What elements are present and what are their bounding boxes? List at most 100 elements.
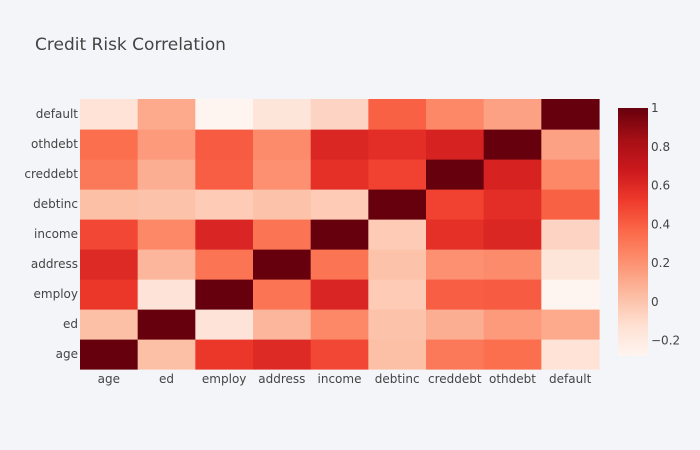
heatmap-cell-ed-age [80,309,139,340]
heatmap-cell-employ-ed [137,279,196,310]
chart-title: Credit Risk Correlation [35,35,226,55]
heatmap-cell-debtinc-address [253,189,312,220]
y-tick-label: address [31,257,78,271]
heatmap-cell-othdebt-othdebt [483,129,542,160]
heatmap-cell-debtinc-income [310,189,369,220]
heatmap-cell-othdebt-debtinc [368,129,427,160]
heatmap-cell-income-creddebt [426,219,485,250]
heatmap-cell-address-default [541,249,600,280]
heatmap-cell-address-income [310,249,369,280]
heatmap-cell-address-age [80,249,139,280]
x-tick-label: address [258,372,305,386]
heatmap-cell-default-debtinc [368,99,427,130]
heatmap-cell-othdebt-income [310,129,369,160]
heatmap-cell-age-income [310,339,369,370]
heatmap-cell-creddebt-creddebt [426,159,485,190]
heatmap-cell-debtinc-age [80,189,139,220]
y-tick-label: employ [34,287,78,301]
heatmap-cell-income-default [541,219,600,250]
x-tick-label: income [318,372,362,386]
x-tick-label: ed [159,372,174,386]
heatmap-cell-income-othdebt [483,219,542,250]
heatmap-cell-employ-employ [195,279,254,310]
heatmap-cell-age-employ [195,339,254,370]
heatmap-cell-ed-address [253,309,312,340]
heatmap-cell-ed-employ [195,309,254,340]
heatmap-cell-ed-ed [137,309,196,340]
heatmap-cell-address-employ [195,249,254,280]
heatmap-cell-creddebt-age [80,159,139,190]
heatmap-cell-age-othdebt [483,339,542,370]
heatmap-cell-default-age [80,99,139,130]
heatmap-cell-age-ed [137,339,196,370]
heatmap-cell-income-address [253,219,312,250]
heatmap-cell-ed-creddebt [426,309,485,340]
heatmap-cell-creddebt-employ [195,159,254,190]
y-axis-ticks: age ed employ address income debtinc creddebt o… [24,107,78,361]
heatmap-cell-creddebt-debtinc [368,159,427,190]
heatmap-cell-employ-age [80,279,139,310]
heatmap-cell-ed-default [541,309,600,340]
x-tick-label: default [549,372,592,386]
colorbar-ticks: −0.2 0 0.2 0.4 0.6 0.8 1 [651,101,680,348]
heatmap-cell-employ-address [253,279,312,310]
heatmap-cell-employ-debtinc [368,279,427,310]
x-tick-label: othdebt [489,372,536,386]
heatmap-cell-employ-income [310,279,369,310]
heatmap-cell-debtinc-employ [195,189,254,220]
heatmap-cell-income-income [310,219,369,250]
heatmap-cell-creddebt-othdebt [483,159,542,190]
heatmap-cell-employ-default [541,279,600,310]
heatmap-cell-employ-creddebt [426,279,485,310]
heatmap-cell-ed-othdebt [483,309,542,340]
heatmap-cell-debtinc-default [541,189,600,220]
heatmap-cell-age-creddebt [426,339,485,370]
heatmap-cell-address-creddebt [426,249,485,280]
y-tick-label: othdebt [31,137,78,151]
heatmap-cell-age-debtinc [368,339,427,370]
heatmap-cell-othdebt-creddebt [426,129,485,160]
heatmap-cell-othdebt-default [541,129,600,160]
colorbar-tick-label: 0.4 [651,217,670,231]
heatmap-cell-creddebt-default [541,159,600,190]
heatmap-cell-income-debtinc [368,219,427,250]
x-tick-label: creddebt [428,372,482,386]
heatmap-cell-income-age [80,219,139,250]
heatmap-cell-default-ed [137,99,196,130]
heatmap-cell-address-debtinc [368,249,427,280]
heatmap-cell-employ-othdebt [483,279,542,310]
heatmap-cell-othdebt-ed [137,129,196,160]
heatmap-cells [80,99,600,370]
x-tick-label: age [98,372,120,386]
heatmap-cell-othdebt-address [253,129,312,160]
x-axis-ticks: age ed employ address income debtinc creddebt o… [98,372,592,386]
colorbar-tick-label: 0.8 [651,140,670,154]
heatmap-cell-income-ed [137,219,196,250]
heatmap-cell-debtinc-othdebt [483,189,542,220]
heatmap-cell-default-address [253,99,312,130]
heatmap-cell-default-employ [195,99,254,130]
heatmap-cell-othdebt-age [80,129,139,160]
x-tick-label: debtinc [375,372,420,386]
heatmap-cell-age-default [541,339,600,370]
y-tick-label: age [56,347,78,361]
colorbar-tick-label: 1 [651,101,659,115]
y-tick-label: ed [63,317,78,331]
y-tick-label: default [36,107,79,121]
heatmap-cell-age-age [80,339,139,370]
heatmap-cell-creddebt-address [253,159,312,190]
heatmap-cell-default-othdebt [483,99,542,130]
heatmap-cell-debtinc-creddebt [426,189,485,220]
heatmap-cell-income-employ [195,219,254,250]
heatmap-cell-debtinc-debtinc [368,189,427,220]
y-tick-label: creddebt [24,167,78,181]
heatmap-cell-address-address [253,249,312,280]
heatmap-cell-default-income [310,99,369,130]
x-tick-label: employ [202,372,246,386]
heatmap-cell-address-ed [137,249,196,280]
colorbar-tick-label: 0.6 [651,179,670,193]
heatmap-cell-ed-income [310,309,369,340]
heatmap-cell-age-address [253,339,312,370]
